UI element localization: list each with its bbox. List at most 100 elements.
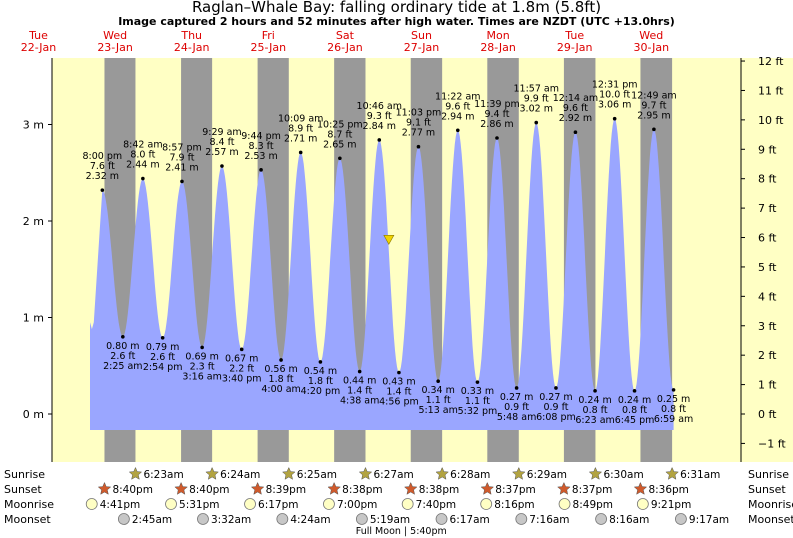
extremum-label: 5:32 pm: [458, 406, 498, 417]
extremum-label: 8.0 ft: [130, 150, 155, 161]
day-weekday-label: Wed: [639, 29, 663, 42]
extremum-label: 2:54 pm: [143, 362, 183, 373]
moonrise-time: 7:40pm: [416, 499, 456, 511]
moonset-time: 3:32am: [211, 514, 251, 526]
extremum-point: [593, 389, 597, 393]
extremum-label: 8.4 ft: [209, 137, 234, 148]
sunrise-time: 6:25am: [297, 469, 337, 481]
extremum-point: [671, 388, 676, 392]
extremum-label: 1.1 ft: [426, 395, 451, 406]
sunrise-star-icon: [665, 466, 679, 480]
y-right-tick-label: 4 ft: [758, 290, 777, 303]
sunrise-time: 6:27am: [373, 469, 413, 481]
extremum-point: [455, 128, 460, 133]
y-right-tick-label: 2 ft: [758, 349, 777, 362]
sunset-time: 8:36pm: [648, 484, 688, 496]
extremum-label: 7.6 ft: [90, 161, 115, 172]
extremum-label: 9:44 pm: [241, 131, 281, 142]
moonrise-moon-icon: [480, 498, 493, 510]
sunrise-time: 6:23am: [143, 469, 183, 481]
extremum-label: 0.24 m: [618, 395, 651, 406]
extremum-label: 8:00 pm: [83, 151, 123, 162]
extremum-label: 1.8 ft: [269, 374, 294, 385]
extremum-label: 3.02 m: [520, 104, 553, 115]
day-date-label: 28-Jan: [480, 41, 516, 54]
y-right-tick-label: 0 ft: [758, 408, 777, 421]
extremum-point: [141, 176, 145, 181]
extremum-label: 0.24 m: [578, 395, 611, 406]
extremum-point: [416, 144, 421, 149]
sunset-time: 8:40pm: [112, 484, 152, 496]
extremum-label: 2.44 m: [126, 160, 159, 171]
moonset-time: 2:45am: [132, 514, 172, 526]
extremum-label: 0.56 m: [264, 364, 297, 375]
moonrise-moon-icon: [85, 498, 98, 510]
astro-row-label-right: Moonset: [748, 513, 793, 526]
extremum-point: [259, 168, 263, 172]
extremum-label: 4:00 am: [261, 384, 300, 395]
moonset-time: 5:19am: [370, 514, 410, 526]
moonset-time: 4:24am: [290, 514, 330, 526]
moonset-time: 7:16am: [529, 514, 569, 526]
extremum-label: 0.27 m: [539, 392, 572, 403]
y-right-tick-label: 12 ft: [758, 55, 784, 68]
extremum-point: [180, 179, 184, 184]
y-right-tick-label: 11 ft: [758, 84, 784, 97]
extremum-label: 2.77 m: [402, 128, 435, 139]
sunrise-time: 6:28am: [450, 469, 490, 481]
y-right-tick-label: 3 ft: [758, 320, 777, 333]
extremum-label: 0.79 m: [146, 342, 179, 353]
day-date-label: 24-Jan: [174, 41, 210, 54]
sunrise-star-icon: [205, 466, 219, 480]
moonset-moon-icon: [515, 513, 528, 525]
astro-row-label-right: Sunrise: [748, 468, 789, 481]
extremum-label: 1.4 ft: [386, 387, 411, 398]
moonrise-time: 8:49pm: [573, 499, 613, 511]
extremum-label: 8:42 am: [123, 140, 162, 151]
extremum-point: [436, 379, 440, 383]
extremum-label: 12:31 pm: [592, 80, 638, 91]
moonrise-time: 6:17pm: [258, 499, 298, 511]
full-moon-label: Full Moon | 5:40pm: [356, 526, 447, 537]
moonset-moon-icon: [355, 513, 368, 525]
extremum-label: 5:48 am: [497, 412, 536, 423]
extremum-point: [397, 370, 401, 375]
moonrise-time: 9:21pm: [651, 499, 691, 511]
moonset-moon-icon: [197, 513, 209, 525]
extremum-label: 11:03 pm: [396, 108, 442, 119]
y-left-tick-label: 2 m: [23, 215, 44, 228]
extremum-label: 6:08 pm: [536, 412, 576, 423]
extremum-label: 9.7 ft: [641, 100, 666, 111]
moonset-moon-icon: [595, 513, 607, 525]
extremum-label: 10:09 am: [278, 113, 323, 124]
extremum-label: 9.9 ft: [524, 94, 549, 105]
day-weekday-label: Mon: [486, 29, 509, 42]
extremum-point: [573, 130, 578, 135]
extremum-label: 8.7 ft: [327, 129, 352, 140]
extremum-label: 8.9 ft: [288, 123, 313, 134]
sunset-time: 8:37pm: [572, 484, 612, 496]
sunset-time: 8:39pm: [266, 484, 306, 496]
extremum-label: 9.6 ft: [445, 101, 470, 112]
moonset-moon-icon: [675, 513, 687, 525]
sunrise-time: 6:24am: [220, 469, 260, 481]
extremum-label: 12:14 am: [553, 93, 598, 104]
extremum-label: 5:13 am: [418, 405, 457, 416]
extremum-label: 3:16 am: [182, 371, 221, 382]
extremum-label: 8:57 pm: [162, 142, 202, 153]
extremum-label: 11:57 am: [513, 84, 558, 95]
extremum-label: 0.69 m: [185, 351, 218, 362]
y-left-tick-label: 0 m: [23, 408, 44, 421]
day-weekday-label: Fri: [262, 29, 275, 42]
astro-row-label-left: Sunset: [4, 483, 42, 496]
extremum-point: [534, 120, 539, 125]
extremum-label: 1.4 ft: [347, 386, 372, 397]
extremum-label: 2.94 m: [441, 111, 474, 122]
y-right-tick-label: 6 ft: [758, 232, 777, 245]
right-axis-background: [741, 58, 793, 462]
extremum-label: 1.1 ft: [465, 396, 490, 407]
extremum-label: 9.6 ft: [563, 103, 588, 114]
sunrise-time: 6:31am: [680, 469, 720, 481]
moonset-moon-icon: [276, 513, 289, 525]
